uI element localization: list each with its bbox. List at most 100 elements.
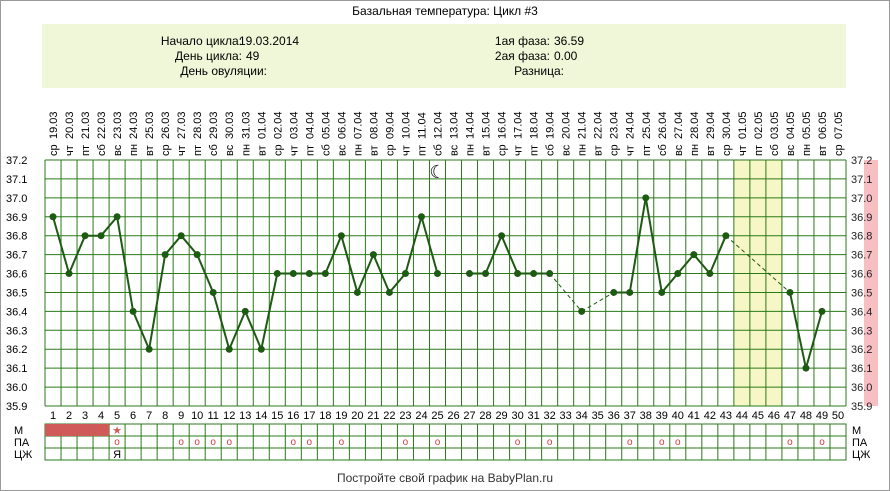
weekday-label: ср — [833, 144, 845, 156]
difference-label: Разница: — [514, 64, 564, 78]
day-number-label: 9 — [178, 410, 184, 422]
series-line-segment — [677, 253, 695, 275]
data-point — [193, 251, 201, 259]
day-number-label: 8 — [162, 410, 168, 422]
date-label: 28.04 — [689, 111, 701, 139]
day-number-label: 46 — [768, 410, 780, 422]
menstruation-cell — [77, 424, 94, 436]
date-label: 01.04 — [256, 111, 268, 139]
date-label: 31.03 — [240, 111, 252, 139]
day-number-label: 39 — [656, 410, 668, 422]
pa-row-label: ПА — [14, 437, 30, 449]
series-line-segment — [388, 272, 407, 294]
y-tick-label: 36.5 — [6, 287, 27, 299]
right-y-tick-label: 36.0 — [851, 382, 872, 394]
date-label: 22.04 — [593, 111, 605, 139]
day-number-label: 33 — [560, 410, 572, 422]
series-line-segment — [228, 310, 247, 350]
right-y-tick-label: 37.1 — [851, 174, 872, 186]
y-tick-label: 37.0 — [6, 193, 27, 205]
series-line-segment — [260, 273, 279, 350]
y-tick-label: 36.4 — [6, 306, 27, 318]
footer-link[interactable]: Постройте свой график на BabyPlan.ru — [336, 471, 554, 485]
weekday-label: ср — [721, 144, 733, 156]
date-label: 04.04 — [304, 111, 316, 139]
data-point — [401, 270, 409, 278]
series-line-segment — [484, 235, 503, 274]
cj-row-label: ЦЖ — [14, 449, 32, 461]
weekday-label: сб — [657, 144, 669, 156]
y-tick-label: 36.9 — [6, 212, 27, 224]
day-number-label: 14 — [255, 410, 267, 422]
series-gap-segment — [581, 292, 614, 312]
day-number-label: 19 — [335, 410, 347, 422]
date-label: 22.03 — [96, 111, 108, 139]
day-number-label: 17 — [303, 410, 315, 422]
data-point — [722, 232, 730, 240]
series-line-segment — [708, 235, 727, 274]
right-y-tick-label: 36.9 — [851, 212, 872, 224]
grid-lines — [44, 159, 847, 407]
day-number-label: 36 — [608, 410, 620, 422]
weekday-label: вт — [256, 145, 268, 156]
series-line-segment — [148, 254, 167, 350]
phase2-label: 2ая фаза: — [494, 49, 550, 63]
pa-mark: o — [291, 437, 297, 448]
cj-mark: Я — [113, 449, 121, 461]
cycle-day-value: 49 — [246, 49, 260, 63]
pa-mark: o — [659, 437, 665, 448]
data-point — [626, 288, 634, 296]
date-label: 09.04 — [384, 111, 396, 139]
series-gap-segment — [725, 235, 791, 293]
phase2-value: 0.00 — [554, 49, 578, 63]
day-number-label: 30 — [511, 410, 523, 422]
date-label: 01.05 — [737, 111, 749, 139]
marker-rows — [44, 423, 847, 461]
date-label: 20.03 — [64, 111, 76, 139]
day-number-label: 25 — [431, 410, 443, 422]
weekday-label: пн — [689, 144, 701, 156]
day-number-label: 42 — [704, 410, 716, 422]
y-tick-label: 36.3 — [6, 325, 27, 337]
date-label: 14.04 — [465, 111, 477, 139]
day-number-label: 28 — [479, 410, 491, 422]
day-number-label: 40 — [672, 410, 684, 422]
weekday-label: вс — [336, 144, 348, 156]
weekday-label: вт — [705, 145, 717, 156]
date-label: 04.05 — [785, 111, 797, 139]
weekday-label: сб — [96, 144, 108, 156]
cycle-start-value: 19.03.2014 — [239, 34, 300, 48]
weekday-label: пт — [753, 145, 765, 156]
day-number-label: 35 — [592, 410, 604, 422]
day-number-label: 48 — [800, 410, 812, 422]
data-point — [530, 270, 538, 278]
date-label: 19.04 — [545, 111, 557, 139]
series-line-segment — [372, 254, 391, 293]
data-point — [578, 307, 586, 315]
day-number-label: 27 — [463, 410, 475, 422]
series-line-segment — [324, 235, 343, 274]
y-tick-label: 36.8 — [6, 231, 27, 243]
pa-mark: o — [675, 437, 681, 448]
date-label: 23.03 — [112, 111, 124, 139]
data-point — [706, 270, 714, 278]
date-label: 12.04 — [432, 111, 444, 139]
series-line-segment — [661, 272, 679, 294]
weekday-label: пт — [80, 145, 92, 156]
weekday-label: вт — [368, 145, 380, 156]
right-scale-bar — [864, 160, 878, 406]
right-y-tick-label: 36.8 — [851, 231, 872, 243]
weekday-label: пт — [529, 145, 541, 156]
data-point — [225, 345, 233, 353]
date-label: 19.03 — [48, 111, 60, 139]
weekday-label: сб — [769, 144, 781, 156]
day-number-label: 21 — [367, 410, 379, 422]
weekday-label: вт — [144, 145, 156, 156]
day-number-label: 1 — [50, 410, 56, 422]
y-tick-label: 36.0 — [6, 382, 27, 394]
day-number-label: 12 — [223, 410, 235, 422]
data-point — [161, 251, 169, 259]
day-number-label: 22 — [383, 410, 395, 422]
star-icon: ★ — [112, 425, 122, 437]
